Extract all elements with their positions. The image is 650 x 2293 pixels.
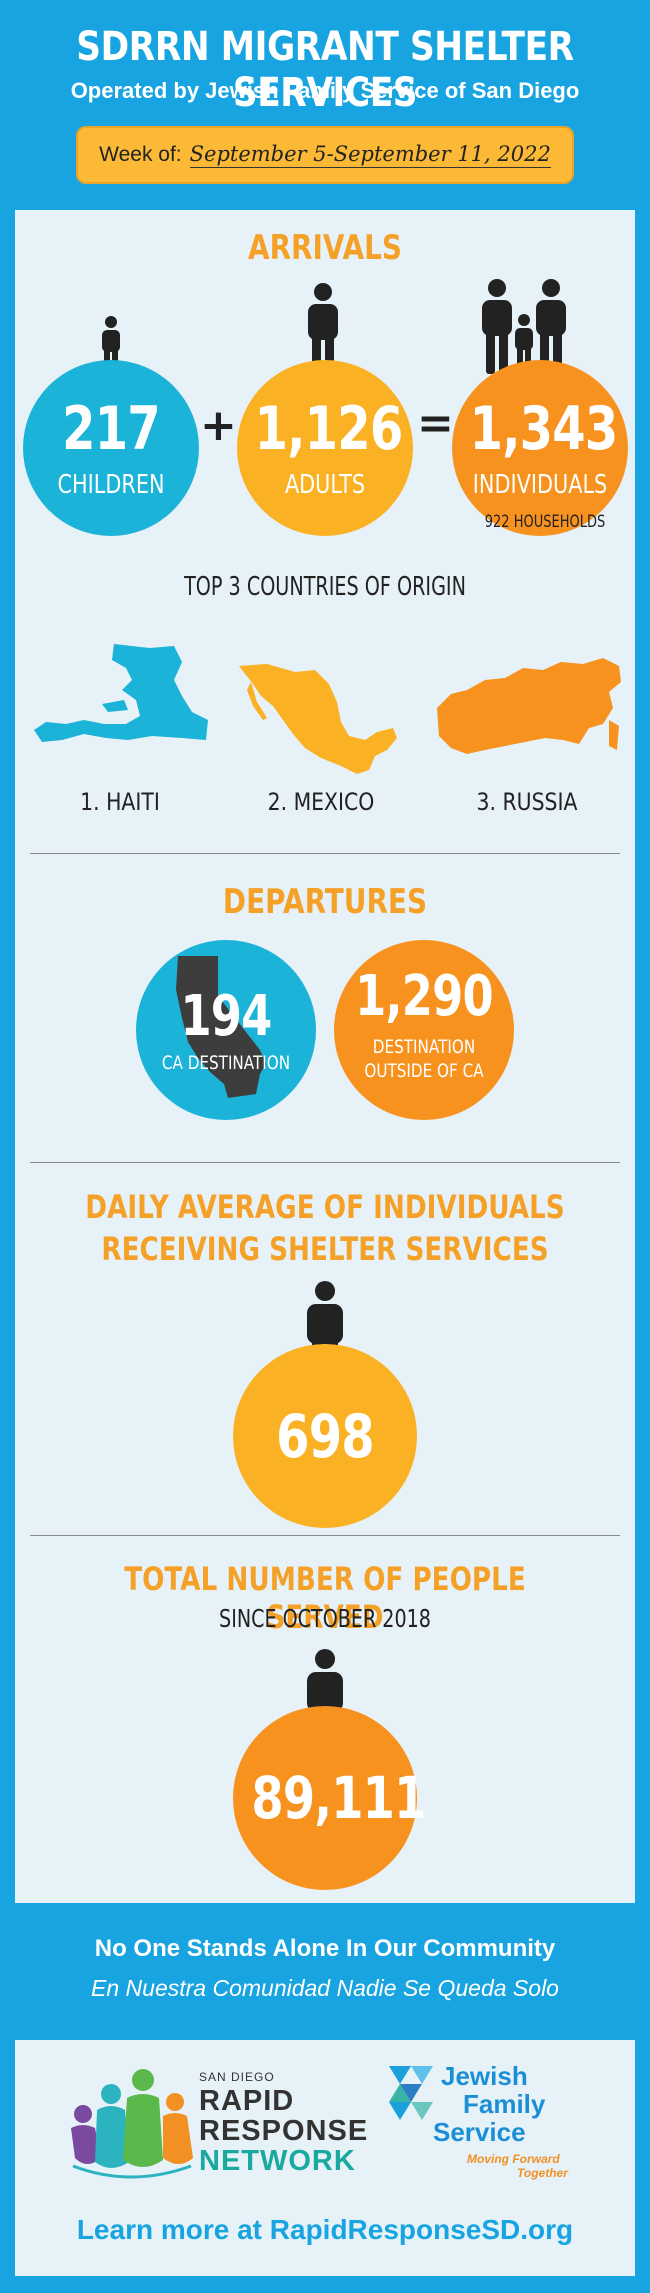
- jfs-tagline-line2: Together: [517, 2166, 568, 2180]
- slogan-spanish: En Nuestra Comunidad Nadie Se Queda Solo: [91, 1975, 559, 2001]
- ca-destination-circle: 194 CA DESTINATION: [136, 940, 316, 1120]
- slogan-english: No One Stands Alone In Our Community: [94, 1935, 556, 1962]
- week-value: September 5-September 11, 2022: [189, 142, 551, 168]
- country-russia: 3. RUSSIA: [476, 788, 578, 816]
- outside-ca-circle: 1,290 DESTINATION OUTSIDE OF CA: [334, 940, 514, 1120]
- rrn-small-label: SAN DIEGO: [199, 2070, 275, 2084]
- adults-circle: 1,126 ADULTS: [237, 360, 413, 536]
- daily-average-title-line2: RECEIVING SHELTER SERVICES: [101, 1230, 549, 1268]
- footer: SAN DIEGO RAPID RESPONSE NETWORK Jewish …: [15, 2040, 635, 2276]
- russia-map-icon: [437, 658, 621, 754]
- individuals-circle: 1,343 INDIVIDUALS: [452, 360, 628, 536]
- daily-average-value: 698: [276, 1402, 375, 1472]
- adults-label: ADULTS: [284, 470, 366, 500]
- total-served-subtitle: SINCE OCTOBER 2018: [219, 1604, 431, 1633]
- haiti-map-icon: [34, 644, 208, 742]
- households-count: 922 HOUSEHOLDS: [484, 512, 606, 532]
- outside-ca-value: 1,290: [355, 964, 494, 1029]
- ca-destination-label: CA DESTINATION: [161, 1052, 291, 1074]
- mexico-map-icon: [239, 664, 397, 774]
- divider: [30, 1535, 620, 1536]
- rrn-people-logo-icon: [71, 2069, 193, 2179]
- jfs-word-service: Service: [433, 2117, 526, 2147]
- outside-ca-label-line1: DESTINATION: [372, 1036, 476, 1058]
- divider: [30, 1162, 620, 1163]
- learn-more-link[interactable]: Learn more at RapidResponseSD.org: [76, 2214, 574, 2245]
- week-banner: Week of: September 5-September 11, 2022: [76, 126, 574, 184]
- country-haiti: 1. HAITI: [80, 788, 160, 816]
- jfs-triangle-logo-icon: [389, 2066, 433, 2120]
- page-subtitle: Operated by Jewish Family Service of San…: [70, 78, 580, 103]
- daily-average-title-line1: DAILY AVERAGE OF INDIVIDUALS: [85, 1188, 565, 1226]
- content-panel: ARRIVALS 217 CHILDREN + 1,126 ADULTS =: [15, 210, 635, 1903]
- rrn-word-rapid: RAPID: [199, 2085, 295, 2117]
- individuals-value: 1,343: [469, 394, 619, 464]
- children-label: CHILDREN: [57, 470, 165, 500]
- page-title: SDRRN MIGRANT SHELTER SERVICES: [76, 24, 574, 116]
- header: SDRRN MIGRANT SHELTER SERVICES Operated …: [0, 0, 650, 200]
- california-map-icon: [176, 956, 266, 1098]
- country-mexico: 2. MEXICO: [267, 788, 375, 816]
- rrn-word-network: NETWORK: [199, 2145, 356, 2177]
- equals-sign: =: [417, 398, 454, 449]
- departures-title: DEPARTURES: [222, 882, 428, 922]
- week-label: Week of:: [99, 143, 182, 166]
- daily-average-circle: 698: [233, 1344, 417, 1528]
- arrivals-title: ARRIVALS: [247, 228, 402, 268]
- total-served-circle: 89,111: [233, 1706, 426, 1890]
- rrn-word-response: RESPONSE: [199, 2115, 369, 2147]
- plus-sign: +: [200, 400, 237, 451]
- jfs-word-jewish: Jewish: [441, 2061, 528, 2091]
- children-circle: 217 CHILDREN: [23, 360, 199, 536]
- ca-destination-value: 194: [180, 984, 272, 1049]
- total-served-title: TOTAL NUMBER OF PEOPLE SERVED: [124, 1560, 526, 1636]
- individuals-label: INDIVIDUALS: [472, 470, 608, 500]
- adults-value: 1,126: [254, 394, 404, 464]
- jfs-word-family: Family: [463, 2089, 546, 2119]
- children-value: 217: [62, 394, 161, 464]
- total-served-value: 89,111: [251, 1764, 426, 1832]
- outside-ca-label-line2: OUTSIDE OF CA: [364, 1060, 484, 1082]
- jfs-tagline-line1: Moving Forward: [467, 2152, 560, 2166]
- countries-title: TOP 3 COUNTRIES OF ORIGIN: [184, 572, 466, 602]
- divider: [30, 853, 620, 854]
